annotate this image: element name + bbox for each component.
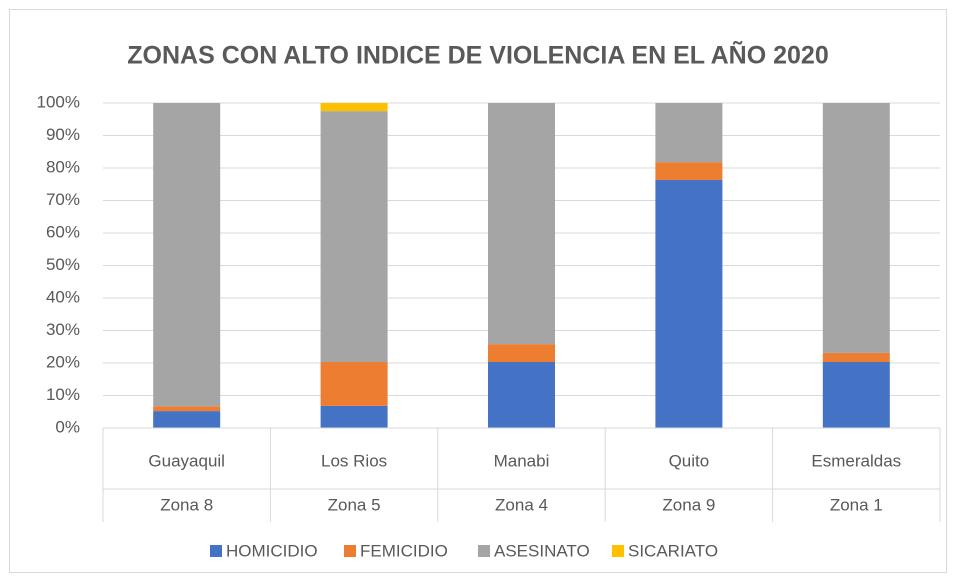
y-tick-label: 0%: [55, 417, 80, 436]
y-tick-label: 70%: [46, 190, 80, 209]
y-tick-label: 20%: [46, 352, 80, 371]
legend-label: SICARIATO: [628, 541, 718, 560]
x-group-label: Zona 9: [662, 495, 715, 514]
bar-segment: [822, 103, 890, 353]
bar-segment: [655, 103, 723, 163]
x-group-label: Zona 4: [495, 495, 548, 514]
legend-swatch: [478, 545, 490, 557]
bar-segment: [320, 362, 388, 406]
x-tick-label: Los Rios: [321, 451, 387, 470]
bar-segment: [320, 103, 388, 112]
bar-segment: [655, 180, 723, 428]
x-tick-label: Quito: [669, 451, 710, 470]
legend-label: FEMICIDIO: [360, 541, 448, 560]
bar-segment: [655, 162, 723, 181]
bar-segment: [153, 411, 221, 428]
y-tick-label: 100%: [37, 92, 80, 111]
bar-segment: [488, 103, 555, 345]
bar-segment: [153, 103, 221, 407]
bar-segment: [488, 362, 555, 428]
x-group-label: Zona 1: [830, 495, 883, 514]
x-group-label: Zona 8: [160, 495, 213, 514]
y-tick-label: 90%: [46, 125, 80, 144]
x-tick-label: Esmeraldas: [811, 451, 901, 470]
y-tick-label: 60%: [46, 222, 80, 241]
bar-segment: [822, 362, 890, 428]
y-tick-label: 50%: [46, 255, 80, 274]
x-tick-label: Manabi: [494, 451, 550, 470]
bar-segment: [488, 344, 555, 363]
x-tick-label: Guayaquil: [148, 451, 225, 470]
x-group-label: Zona 5: [328, 495, 381, 514]
legend-swatch: [612, 545, 624, 557]
legend-swatch: [344, 545, 356, 557]
legend-label: ASESINATO: [494, 541, 590, 560]
bar-segment: [822, 352, 890, 363]
y-tick-label: 40%: [46, 287, 80, 306]
bar-segment: [320, 111, 388, 363]
y-tick-label: 10%: [46, 385, 80, 404]
legend-swatch: [210, 545, 222, 557]
legend-label: HOMICIDIO: [226, 541, 318, 560]
chart-border: [9, 9, 947, 573]
bar-segment: [153, 406, 221, 412]
bar-segment: [320, 405, 388, 428]
y-tick-label: 30%: [46, 320, 80, 339]
chart-title: ZONAS CON ALTO INDICE DE VIOLENCIA EN EL…: [127, 40, 829, 70]
y-tick-label: 80%: [46, 157, 80, 176]
